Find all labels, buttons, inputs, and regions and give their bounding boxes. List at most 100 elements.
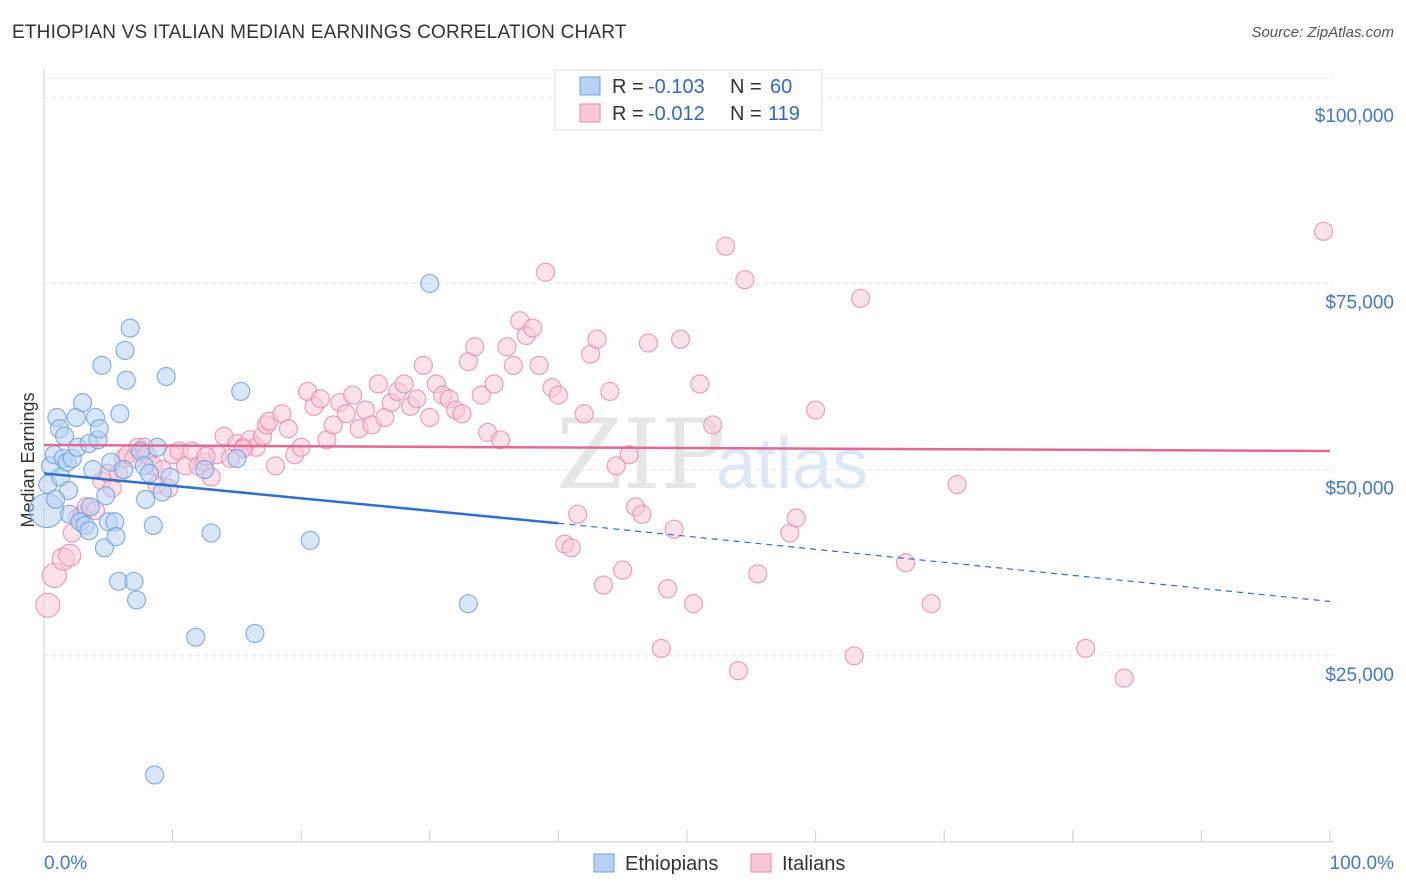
italian-point [728,661,749,681]
ethiopian-point [231,381,251,402]
ethiopian-point [114,460,134,480]
ethiopian-point [139,463,160,483]
italian-point [1076,638,1096,658]
italian-point [651,638,671,658]
y-tick-label: $25,000 [1325,665,1394,686]
italian-point [561,538,581,558]
italians-n-value: 119 [768,103,800,125]
ethiopian-point [195,460,215,480]
italian-point [1114,668,1134,688]
ethiopian-point [45,489,66,510]
italian-point [471,385,491,405]
italian-point [523,318,543,338]
italian-point [35,592,61,618]
ethiopian-point [94,538,115,558]
italian-point [278,419,298,439]
ethiopian-point [126,590,147,610]
series-legend: Ethiopians Italians [593,853,845,875]
ethiopians-n-label: N = [730,76,762,98]
source-label: Source: ZipAtlas.com [1251,24,1394,41]
italian-point [574,404,594,424]
italian-point [497,337,517,357]
italian-point [587,329,607,349]
y-tick-label: $100,000 [1315,106,1394,127]
italian-point [632,504,652,524]
italian-point [265,456,286,476]
ethiopian-point [147,437,167,457]
italians-n-label: N = [730,103,762,125]
italian-point [484,374,504,394]
trend-lines [43,443,1331,603]
italian-point [1313,221,1334,241]
ethiopians-trend-extension [558,522,1331,603]
ethiopian-point [201,523,221,543]
italian-point [748,564,768,584]
ethiopians-r-label: R = [612,76,644,98]
italian-point [368,374,388,394]
ethiopians-r-value: -0.103 [648,76,705,98]
italian-point [58,543,82,567]
italian-point [683,594,704,614]
ethiopian-point [143,515,163,536]
ethiopians-trend-line [43,472,559,525]
ethiopian-point [80,497,100,517]
italian-point [310,389,331,409]
italian-point [896,553,916,573]
ethiopian-point [245,623,265,644]
ethiopian-point [135,489,156,510]
watermark-atlas: atlas [716,424,868,504]
ethiopian-point [92,355,112,375]
italian-point [413,355,433,375]
italian-point [343,385,363,405]
italians-r-value: -0.012 [648,103,705,125]
y-axis-title: Median Earnings [18,392,38,527]
ethiopian-point [120,318,140,338]
ethiopian-point [186,627,206,647]
y-tick-label: $50,000 [1325,479,1394,500]
ethiopian-point [160,467,180,487]
ethiopians-points [28,273,478,785]
italian-point [593,575,614,595]
italian-point [690,374,710,394]
italian-point [490,430,511,450]
chart-title: ETHIOPIAN VS ITALIAN MEDIAN EARNINGS COR… [12,22,627,43]
ethiopian-point [227,448,247,469]
ethiopians-n-value: 60 [770,76,792,98]
italian-point [420,407,440,428]
italian-point [529,355,549,375]
italian-point [606,456,626,476]
italians-trend-line [43,443,1331,453]
italians-swatch [579,103,601,123]
italian-point [407,389,427,409]
italian-point [535,262,556,282]
legend-ethiopians-swatch [593,853,615,873]
ethiopian-point [116,370,136,390]
legend-italians-label: Italians [782,853,845,875]
y-tick-labels: $25,000 $50,000 $75,000 $100,000 [1315,106,1394,686]
ethiopian-point [124,571,144,591]
italians-r-label: R = [612,103,644,125]
italian-point [658,579,678,599]
italian-point [619,445,639,465]
italian-point [664,519,684,539]
ethiopian-point [152,482,172,502]
ethiopian-point [106,527,126,547]
x-tick-marks [43,830,1331,842]
italian-point [670,329,691,349]
italian-point [844,646,864,666]
legend-italians-swatch [750,853,772,873]
ethiopian-point [300,530,320,550]
ethiopian-point [83,460,103,480]
grid-lines [44,77,1334,657]
italian-point [568,504,588,524]
y-tick-label: $75,000 [1325,292,1394,313]
ethiopian-point [72,392,93,413]
italian-point [851,288,871,308]
ethiopian-point [110,404,130,424]
italian-point [715,236,736,256]
ethiopians-swatch [579,76,601,96]
italian-point [735,270,755,290]
axes [43,68,1334,843]
italian-point [503,355,523,375]
italian-point [703,415,723,435]
